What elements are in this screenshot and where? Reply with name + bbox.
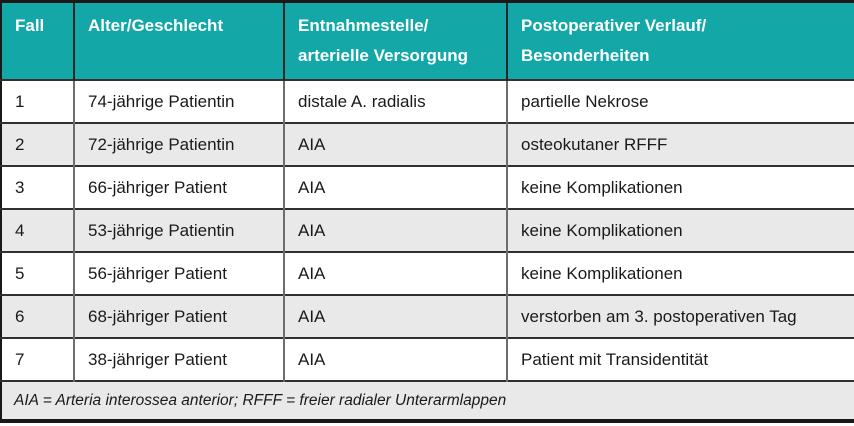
footnote-row: AIA = Arteria interossea anterior; RFFF …	[1, 380, 854, 421]
table-footnote: AIA = Arteria interossea anterior; RFFF …	[1, 380, 854, 421]
table-row: 5 56-jähriger Patient AIA keine Komplika…	[1, 251, 854, 295]
table-row: 3 66-jähriger Patient AIA keine Komplika…	[1, 165, 854, 209]
header-cell-verlauf: Postoperativer Verlauf/ Besonderheiten	[506, 1, 854, 80]
table-row: 6 68-jähriger Patient AIA verstorben am …	[1, 294, 854, 338]
cell-verlauf: Patient mit Transidentität	[506, 337, 854, 381]
cell-alter: 56-jähriger Patient	[73, 251, 284, 295]
cell-verlauf: keine Komplikationen	[506, 251, 854, 295]
cell-alter: 53-jährige Patientin	[73, 208, 284, 252]
table-row: 1 74-jährige Patientin distale A. radial…	[1, 79, 854, 123]
cell-alter: 66-jähriger Patient	[73, 165, 284, 209]
table-row: 7 38-jähriger Patient AIA Patient mit Tr…	[1, 337, 854, 381]
cell-verlauf: partielle Nekrose	[506, 79, 854, 123]
cell-entnahme: AIA	[283, 165, 507, 209]
table-head: Fall Alter/Geschlecht Entnahmestelle/ ar…	[1, 1, 854, 80]
cell-fall: 7	[1, 337, 74, 381]
header-cell-alter-geschlecht: Alter/Geschlecht	[73, 1, 284, 80]
cell-entnahme: distale A. radialis	[283, 79, 507, 123]
header-label-entnahmestelle-line2: arterielle Versorgung	[298, 46, 469, 65]
table-row: 4 53-jährige Patientin AIA keine Komplik…	[1, 208, 854, 252]
cell-verlauf: osteokutaner RFFF	[506, 122, 854, 166]
cell-fall: 6	[1, 294, 74, 338]
cell-entnahme: AIA	[283, 208, 507, 252]
header-cell-fall: Fall	[1, 1, 74, 80]
header-label-fall: Fall	[15, 16, 45, 35]
cell-fall: 3	[1, 165, 74, 209]
cell-entnahme: AIA	[283, 337, 507, 381]
cell-alter: 38-jähriger Patient	[73, 337, 284, 381]
cell-fall: 1	[1, 79, 74, 123]
header-label-verlauf-line1: Postoperativer Verlauf/	[521, 16, 707, 35]
cell-alter: 68-jähriger Patient	[73, 294, 284, 338]
cell-alter: 74-jährige Patientin	[73, 79, 284, 123]
cell-fall: 5	[1, 251, 74, 295]
table-row: 2 72-jährige Patientin AIA osteokutaner …	[1, 122, 854, 166]
cell-fall: 2	[1, 122, 74, 166]
cell-entnahme: AIA	[283, 122, 507, 166]
cell-verlauf: verstorben am 3. postoperativen Tag	[506, 294, 854, 338]
header-row: Fall Alter/Geschlecht Entnahmestelle/ ar…	[1, 1, 854, 80]
cell-alter: 72-jährige Patientin	[73, 122, 284, 166]
table-body: 1 74-jährige Patientin distale A. radial…	[1, 79, 854, 421]
header-label-entnahmestelle-line1: Entnahmestelle/	[298, 16, 429, 35]
cell-entnahme: AIA	[283, 251, 507, 295]
header-label-verlauf-line2: Besonderheiten	[521, 46, 650, 65]
cell-verlauf: keine Komplikationen	[506, 208, 854, 252]
header-label-alter-geschlecht: Alter/Geschlecht	[88, 16, 224, 35]
cell-fall: 4	[1, 208, 74, 252]
header-cell-entnahmestelle: Entnahmestelle/ arterielle Versorgung	[283, 1, 507, 80]
cell-verlauf: keine Komplikationen	[506, 165, 854, 209]
cell-entnahme: AIA	[283, 294, 507, 338]
